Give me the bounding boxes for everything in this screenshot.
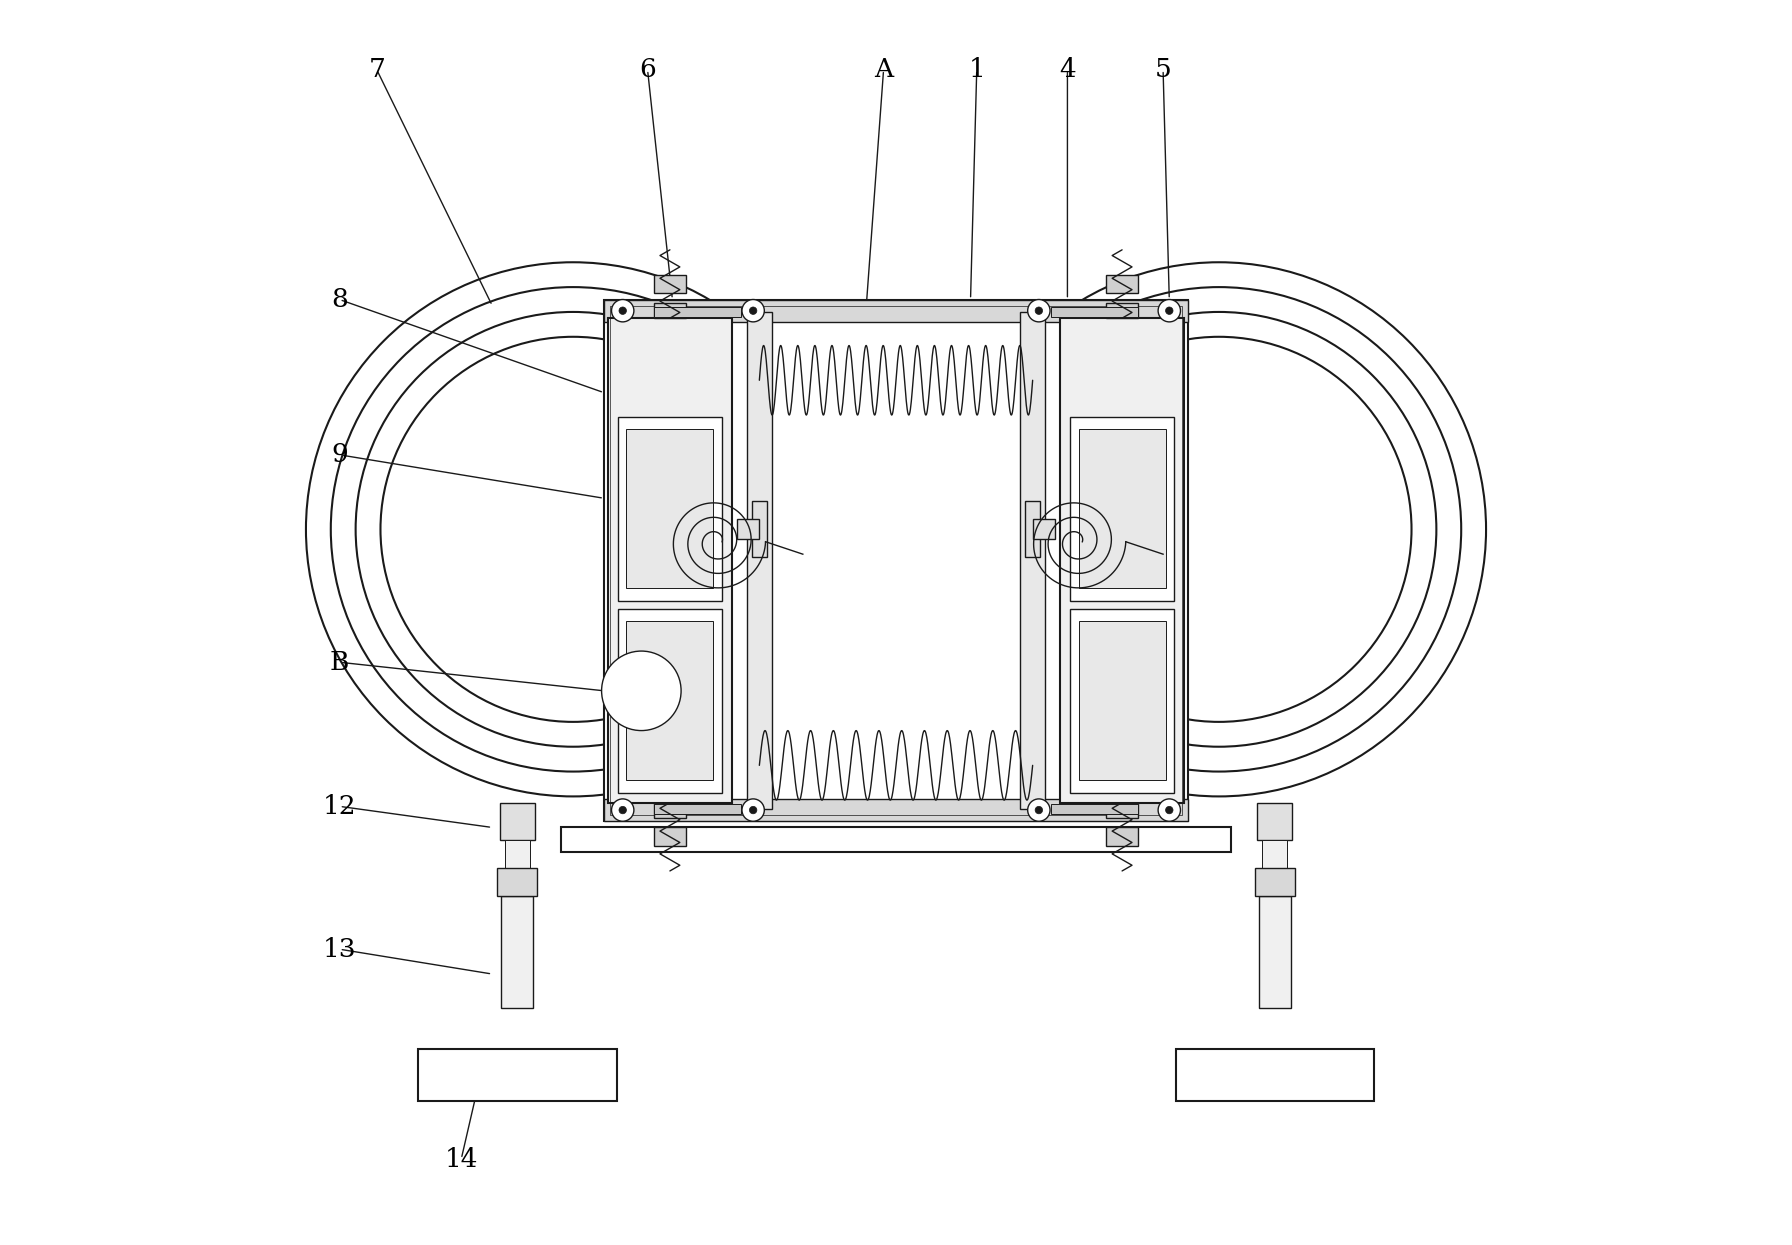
Circle shape [742,799,765,822]
Bar [1258,896,1290,1007]
Circle shape [1036,807,1043,814]
Circle shape [1027,799,1050,822]
Bar [604,300,1188,322]
Bar [654,308,740,317]
Bar [654,828,686,847]
Bar [604,300,1188,822]
Bar [1176,1048,1374,1101]
Circle shape [1165,308,1174,315]
Bar [604,799,1188,822]
Circle shape [742,300,765,322]
Circle shape [611,300,634,322]
Bar [1079,430,1165,588]
Bar [654,803,686,818]
Bar [1052,804,1138,814]
Text: B: B [330,650,349,675]
Bar [1061,319,1185,803]
Bar [654,304,686,319]
Bar [611,306,1181,815]
Circle shape [1027,300,1050,322]
Circle shape [1036,308,1043,315]
Bar [747,312,772,809]
Bar [1258,803,1292,840]
Circle shape [749,308,756,315]
Circle shape [1158,799,1181,822]
Bar [505,840,530,878]
Bar [1106,828,1138,847]
Text: 13: 13 [323,936,357,961]
Circle shape [749,807,756,814]
Circle shape [602,651,681,731]
Bar [1106,304,1138,319]
Text: 9: 9 [332,442,348,467]
Bar [1052,308,1138,317]
Bar [1106,275,1138,294]
Text: 8: 8 [332,288,348,312]
Text: 7: 7 [369,57,385,82]
Bar [627,430,713,588]
Text: 12: 12 [323,794,357,819]
Bar [654,804,740,814]
Bar [737,519,760,539]
Bar [627,621,713,781]
Bar [618,609,722,793]
Bar [1070,417,1174,600]
Text: A: A [874,57,892,82]
Bar [1106,803,1138,818]
Bar [496,869,538,896]
Text: 1: 1 [968,57,986,82]
Bar [561,828,1231,853]
Bar [1032,519,1055,539]
Bar [1079,621,1165,781]
Bar [1254,869,1296,896]
Circle shape [618,807,627,814]
Text: 4: 4 [1059,57,1075,82]
Bar [1020,312,1045,809]
Bar [502,896,534,1007]
Circle shape [611,799,634,822]
Text: 14: 14 [444,1147,478,1172]
Bar [1025,502,1039,558]
Circle shape [618,308,627,315]
Bar [654,275,686,294]
Text: 5: 5 [1154,57,1172,82]
Bar [1070,609,1174,793]
Circle shape [1165,807,1174,814]
Bar [418,1048,616,1101]
Bar [753,502,767,558]
Bar [1262,840,1287,878]
Bar [500,803,534,840]
Text: 6: 6 [640,57,656,82]
Bar [618,417,722,600]
Bar [607,319,731,803]
Circle shape [1158,300,1181,322]
